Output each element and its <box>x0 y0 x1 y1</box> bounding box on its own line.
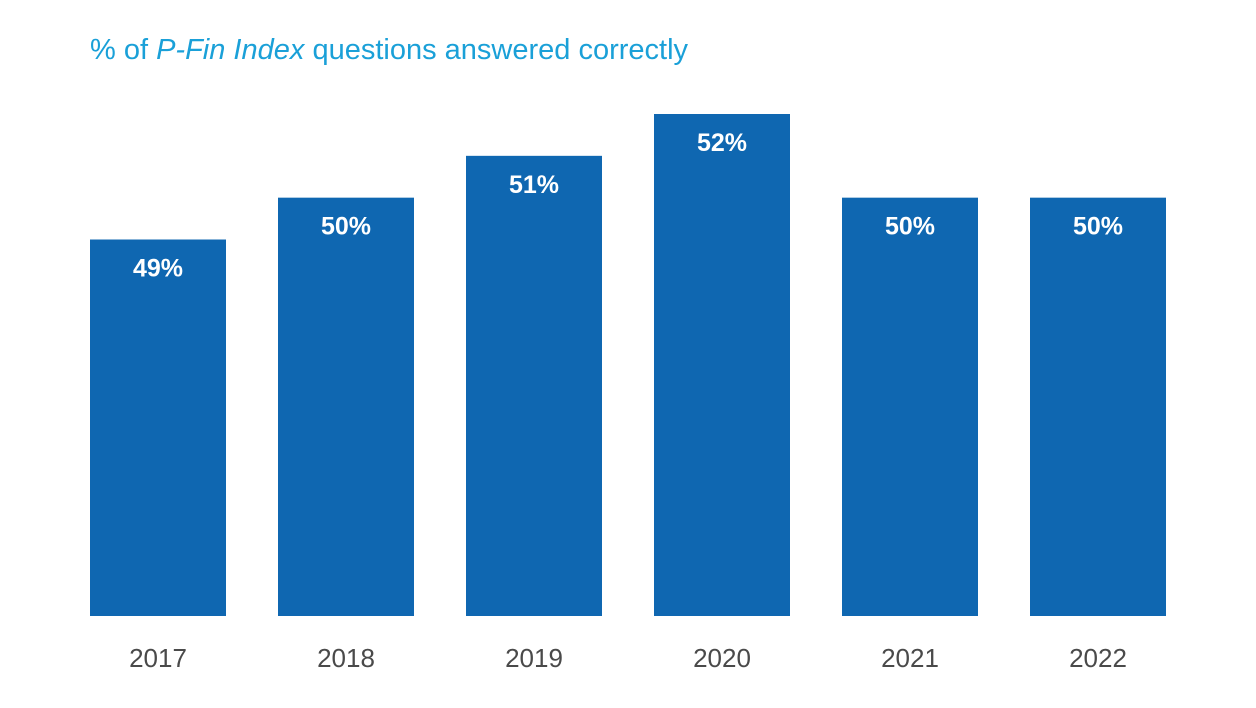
bar-2022 <box>1030 197 1166 616</box>
bar-2018 <box>278 197 414 616</box>
chart-title: % of P-Fin Index questions answered corr… <box>90 34 688 67</box>
x-tick-label-2019: 2019 <box>505 643 563 673</box>
chart-title-prefix: % of <box>90 34 157 66</box>
data-label-2018: 50% <box>321 213 371 241</box>
bar-2021 <box>842 197 978 616</box>
x-tick-label-2022: 2022 <box>1069 643 1127 673</box>
bar-2019 <box>466 155 602 617</box>
data-label-2017: 49% <box>133 255 183 283</box>
data-label-2020: 52% <box>697 129 747 157</box>
chart-title-suffix: questions answered correctly <box>304 34 689 66</box>
bar-2017 <box>90 239 226 616</box>
data-label-2021: 50% <box>885 213 935 241</box>
data-label-2022: 50% <box>1073 213 1123 241</box>
x-tick-label-2020: 2020 <box>693 643 751 673</box>
data-label-2019: 51% <box>509 171 559 199</box>
x-tick-label-2018: 2018 <box>317 643 375 673</box>
chart-title-italic: P-Fin Index <box>156 34 305 66</box>
bar-2020 <box>654 114 790 616</box>
x-tick-label-2021: 2021 <box>881 643 939 673</box>
x-tick-label-2017: 2017 <box>129 643 187 673</box>
